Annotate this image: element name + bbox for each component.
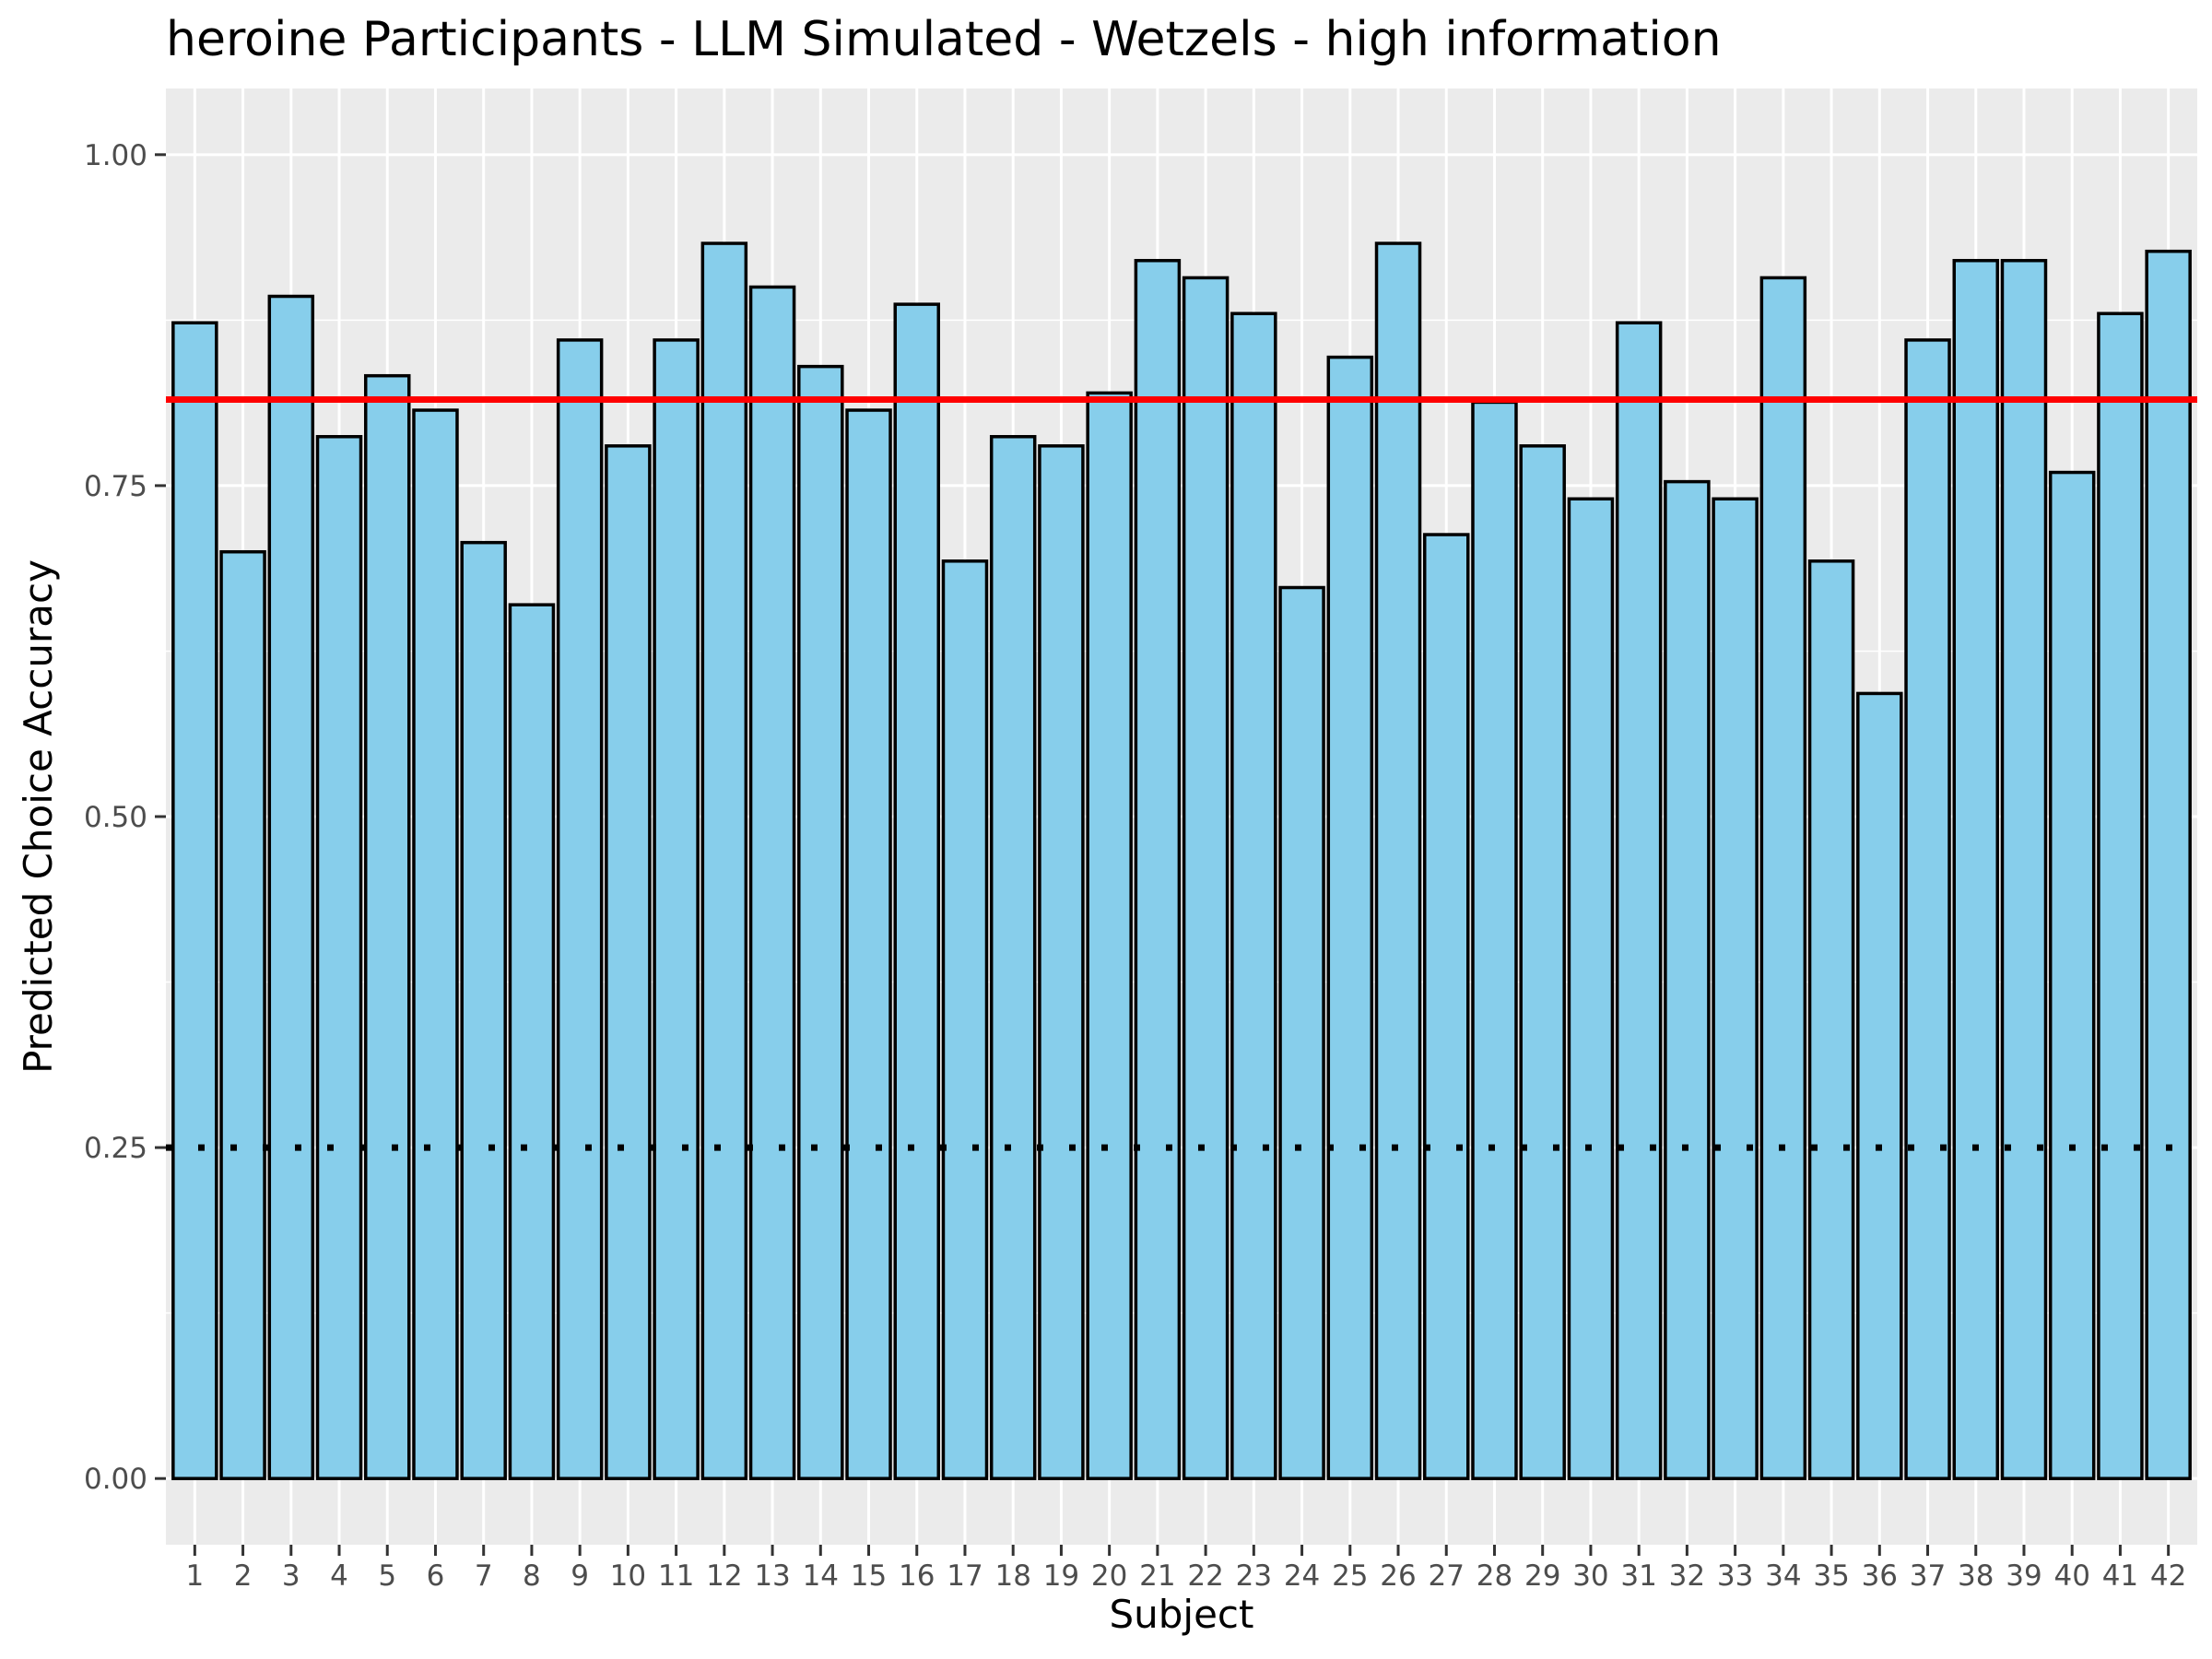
x-tick-label: 25 <box>1332 1559 1368 1593</box>
bar-subject-1 <box>171 321 218 1480</box>
bar-subject-39 <box>2000 258 2048 1480</box>
bar-subject-17 <box>941 559 989 1480</box>
x-tick-label: 28 <box>1477 1559 1512 1593</box>
bars <box>171 241 2192 1480</box>
x-tick-label: 32 <box>1669 1559 1705 1593</box>
x-tick-label: 23 <box>1236 1559 1272 1593</box>
x-tick-label: 17 <box>947 1559 982 1593</box>
y-tick-label: 1.00 <box>84 139 147 172</box>
x-tick-label: 27 <box>1429 1559 1465 1593</box>
x-tick-label: 22 <box>1187 1559 1223 1593</box>
y-tick-label: 0.75 <box>84 470 147 503</box>
x-tick-label: 21 <box>1139 1559 1175 1593</box>
bar-subject-37 <box>1904 338 1951 1480</box>
x-tick-label: 31 <box>1620 1559 1656 1593</box>
chart-title: heroine Participants - LLM Simulated - W… <box>166 12 1722 67</box>
x-tick-label: 15 <box>851 1559 887 1593</box>
x-axis-title: Subject <box>1109 1592 1253 1637</box>
bar-subject-26 <box>1374 241 1422 1480</box>
x-tick-label: 35 <box>1813 1559 1849 1593</box>
bar-subject-22 <box>1182 276 1230 1480</box>
y-tick-label: 0.50 <box>84 801 147 834</box>
bar-subject-28 <box>1471 400 1518 1480</box>
bar-subject-29 <box>1519 444 1566 1480</box>
bar-subject-36 <box>1856 691 1903 1480</box>
bar-subject-24 <box>1278 585 1325 1480</box>
x-tick-label: 29 <box>1524 1559 1560 1593</box>
bar-subject-4 <box>315 435 363 1480</box>
x-tick-label: 3 <box>282 1559 300 1593</box>
bar-subject-16 <box>893 302 941 1480</box>
y-tick-label: 0.25 <box>84 1132 147 1165</box>
x-tick-label: 19 <box>1043 1559 1079 1593</box>
bar-subject-12 <box>700 241 748 1480</box>
bar-subject-19 <box>1038 444 1085 1480</box>
bar-subject-10 <box>605 444 652 1480</box>
bar-subject-3 <box>267 294 315 1480</box>
x-tick-label: 18 <box>994 1559 1030 1593</box>
x-tick-label: 33 <box>1717 1559 1753 1593</box>
bar-subject-34 <box>1759 276 1807 1480</box>
x-tick-label: 40 <box>2053 1559 2089 1593</box>
x-tick-label: 5 <box>378 1559 396 1593</box>
x-tick-label: 12 <box>706 1559 742 1593</box>
bar-subject-35 <box>1807 559 1855 1480</box>
x-tick-label: 10 <box>610 1559 646 1593</box>
x-tick-label: 26 <box>1380 1559 1416 1593</box>
y-axis-title: Predicted Choice Accuracy <box>16 559 61 1074</box>
bar-subject-41 <box>2097 312 2144 1480</box>
x-tick-label: 38 <box>1958 1559 1994 1593</box>
bar-subject-20 <box>1086 391 1133 1480</box>
bar-subject-42 <box>2145 249 2192 1480</box>
bar-subject-5 <box>363 373 411 1480</box>
bar-subject-33 <box>1712 497 1759 1480</box>
x-tick-label: 24 <box>1284 1559 1320 1593</box>
bar-subject-40 <box>2048 470 2096 1480</box>
x-tick-label: 16 <box>899 1559 935 1593</box>
x-tick-label: 42 <box>2150 1559 2186 1593</box>
bar-subject-11 <box>653 338 700 1480</box>
bar-subject-15 <box>845 408 892 1480</box>
bar-subject-2 <box>219 549 266 1480</box>
x-tick-label: 30 <box>1572 1559 1608 1593</box>
x-tick-label: 34 <box>1765 1559 1801 1593</box>
bar-subject-18 <box>989 435 1037 1480</box>
x-tick-label: 9 <box>571 1559 589 1593</box>
bar-subject-30 <box>1567 497 1615 1480</box>
bar-subject-25 <box>1326 355 1374 1480</box>
axes: 0.000.250.500.751.001 2 3 4 5 6 7 8 9 10 11 12 13 14 1… <box>84 139 2186 1593</box>
x-tick-label: 11 <box>658 1559 694 1593</box>
x-tick-label: 36 <box>1862 1559 1898 1593</box>
bar-subject-9 <box>556 338 604 1480</box>
x-tick-label: 8 <box>523 1559 541 1593</box>
bar-subject-8 <box>508 603 556 1480</box>
bar-subject-31 <box>1615 321 1663 1480</box>
bar-subject-13 <box>748 285 796 1480</box>
bar-subject-14 <box>797 364 844 1480</box>
y-tick-label: 0.00 <box>84 1463 147 1496</box>
x-tick-label: 6 <box>427 1559 445 1593</box>
reference-lines <box>166 396 2197 1151</box>
x-tick-label: 41 <box>2102 1559 2138 1593</box>
x-tick-label: 4 <box>330 1559 348 1593</box>
bar-subject-27 <box>1422 533 1470 1480</box>
bar-subject-7 <box>460 540 507 1480</box>
x-tick-label: 13 <box>754 1559 790 1593</box>
x-tick-label: 14 <box>803 1559 839 1593</box>
x-tick-label: 20 <box>1091 1559 1127 1593</box>
bar-subject-38 <box>1952 258 2000 1480</box>
x-tick-label: 2 <box>234 1559 253 1593</box>
bar-subject-32 <box>1664 479 1711 1480</box>
x-tick-label: 37 <box>1910 1559 1946 1593</box>
bar-subject-23 <box>1230 312 1277 1480</box>
x-tick-label: 7 <box>475 1559 493 1593</box>
x-tick-label: 39 <box>2006 1559 2041 1593</box>
bar-subject-6 <box>412 408 459 1480</box>
bar-subject-21 <box>1134 258 1182 1480</box>
x-tick-label: 1 <box>185 1559 204 1593</box>
